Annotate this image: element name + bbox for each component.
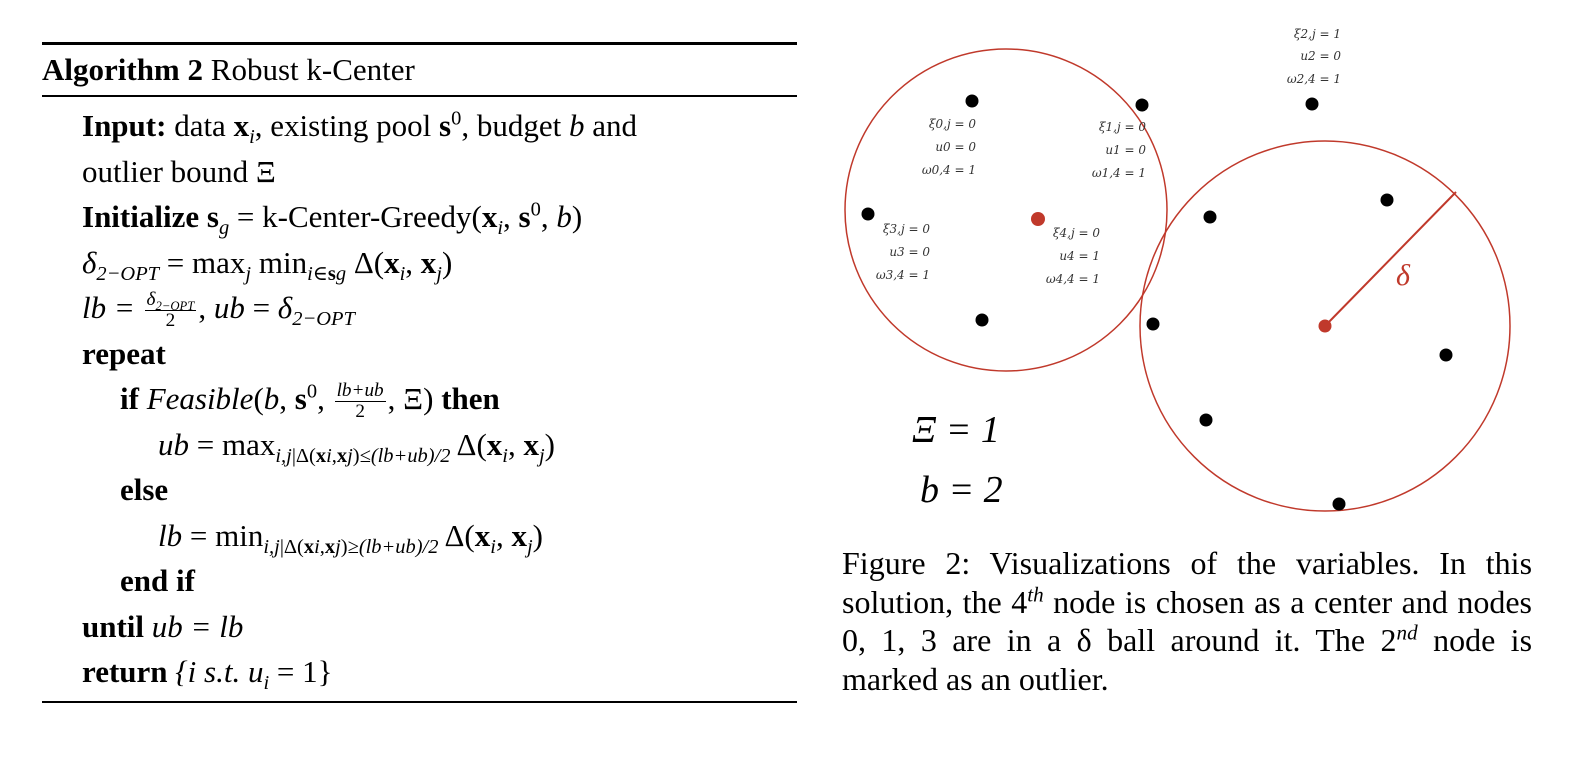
algo-line-else: else bbox=[120, 472, 169, 507]
algo-line-ub-update: ub = maxi,j|Δ(xi,xj)≤(lb+ub)/2 Δ(xi, xj) bbox=[158, 426, 555, 467]
radius-line bbox=[1324, 191, 1457, 327]
algorithm-block: Algorithm 2 Robust k-Center Input: data … bbox=[42, 42, 797, 703]
algo-line-delta: δ2−OPT = maxj mini∈sg Δ(xi, xj) bbox=[82, 244, 453, 285]
point-center bbox=[1318, 319, 1332, 333]
caption-sup-2: nd bbox=[1396, 620, 1418, 645]
node-2-line-2: ω2,4 = 1 bbox=[1287, 72, 1341, 86]
caption-text-3: node is marked as an outlier. bbox=[842, 622, 1533, 697]
algo-line-bounds: lb = δ2−OPT 2, ub = δ2−OPT bbox=[82, 289, 355, 332]
algorithm-name: Robust k-Center bbox=[210, 52, 415, 87]
point-0 bbox=[965, 94, 979, 108]
algo-line-input-cont: outlier bound Ξ bbox=[82, 153, 276, 189]
algorithm-title: Algorithm 2 Robust k-Center bbox=[42, 45, 797, 95]
node-1-line-2: ω1,4 = 1 bbox=[1092, 166, 1146, 180]
algorithm-label: Algorithm 2 bbox=[42, 52, 204, 87]
point-9 bbox=[1439, 348, 1453, 362]
caption-text-2: node is chosen as a center and nodes 0, … bbox=[842, 583, 1533, 659]
ball-center bbox=[1139, 140, 1511, 512]
point-6 bbox=[1203, 210, 1217, 224]
point-8 bbox=[1146, 317, 1160, 331]
delta-label: δ bbox=[1396, 259, 1411, 292]
algo-line-endif: end if bbox=[120, 563, 195, 598]
node-0-line-0: ξ0,j = 0 bbox=[929, 117, 976, 131]
ball-left bbox=[844, 48, 1168, 372]
point-10 bbox=[1199, 413, 1213, 427]
xi-label: Ξ = 1 bbox=[912, 409, 1000, 451]
algorithm-body: Input: data xi, existing pool s0, budget… bbox=[42, 97, 797, 701]
point-2 bbox=[1305, 97, 1319, 111]
node-2-line-1: u2 = 0 bbox=[1300, 49, 1341, 63]
node-2-line-0: ξ2,j = 1 bbox=[1294, 27, 1341, 41]
point-3 bbox=[861, 207, 875, 221]
node-4-line-1: u4 = 1 bbox=[1059, 249, 1100, 263]
algo-line-if: if Feasible(b, s0, lb+ub 2, Ξ) then bbox=[120, 380, 500, 423]
node-1-line-0: ξ1,j = 0 bbox=[1099, 120, 1146, 134]
algo-line-initialize: Initialize sg = k-Center-Greedy(xi, s0, … bbox=[82, 198, 583, 240]
algo-line-return: return {i s.t. ui = 1} bbox=[82, 654, 333, 695]
algo-line-lb-update: lb = mini,j|Δ(xi,xj)≥(lb+ub)/2 Δ(xi, xj) bbox=[158, 517, 543, 558]
point-5 bbox=[975, 313, 989, 327]
caption-text-1: Visualizations of the variables. In this… bbox=[842, 545, 1533, 620]
node-1-line-1: u1 = 0 bbox=[1105, 143, 1146, 157]
figure-2: δ ξ0,j = 0 u0 = 0 ω0,4 = 1 ξ1,j = 0 u1 =… bbox=[840, 0, 1560, 540]
node-0-line-1: u0 = 0 bbox=[935, 140, 976, 154]
point-4-center-left bbox=[1031, 212, 1045, 226]
point-11 bbox=[1332, 497, 1346, 511]
bottom-rule bbox=[42, 700, 797, 703]
point-7 bbox=[1380, 193, 1394, 207]
figure-caption: Figure 2: Visualizations of the variable… bbox=[842, 544, 1532, 698]
top-rule bbox=[42, 42, 797, 45]
point-1 bbox=[1135, 98, 1149, 112]
caption-prefix: Figure 2: bbox=[842, 545, 971, 581]
algo-line-until: until ub = lb bbox=[82, 608, 244, 644]
node-4-line-0: ξ4,j = 0 bbox=[1053, 226, 1100, 240]
algo-line-input: Input: data xi, existing pool s0, budget… bbox=[82, 107, 637, 149]
node-3-line-2: ω3,4 = 1 bbox=[876, 268, 930, 282]
algo-line-repeat: repeat bbox=[82, 335, 166, 371]
node-3-line-0: ξ3,j = 0 bbox=[883, 222, 930, 236]
node-4-line-2: ω4,4 = 1 bbox=[1046, 272, 1100, 286]
budget-label: b = 2 bbox=[920, 469, 1003, 511]
title-rule bbox=[42, 95, 797, 97]
caption-sup-1: th bbox=[1027, 581, 1044, 606]
node-0-line-2: ω0,4 = 1 bbox=[922, 163, 976, 177]
figure-canvas: δ ξ0,j = 0 u0 = 0 ω0,4 = 1 ξ1,j = 0 u1 =… bbox=[844, 27, 1511, 512]
node-3-line-1: u3 = 0 bbox=[889, 245, 930, 259]
